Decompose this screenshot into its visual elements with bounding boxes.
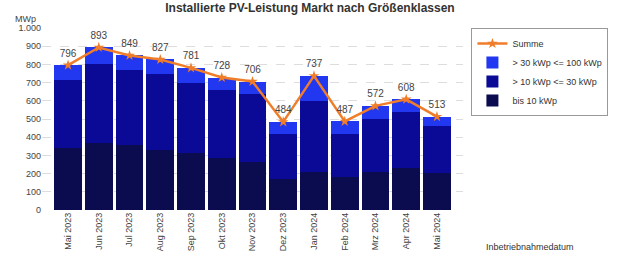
svg-text:Feb 2024: Feb 2024 — [340, 213, 350, 251]
svg-text:900: 900 — [26, 41, 41, 51]
svg-text:737: 737 — [306, 58, 323, 69]
svg-text:781: 781 — [183, 50, 200, 61]
svg-text:Jun 2023: Jun 2023 — [94, 213, 104, 250]
svg-text:Jul 2023: Jul 2023 — [124, 213, 134, 247]
svg-text:bis 10 kWp: bis 10 kWp — [512, 96, 557, 106]
svg-text:> 10 kWp <= 30 kWp: > 10 kWp <= 30 kWp — [512, 77, 596, 87]
svg-text:Nov 2023: Nov 2023 — [247, 213, 257, 252]
svg-text:Summe: Summe — [512, 39, 543, 49]
svg-text:800: 800 — [26, 60, 41, 70]
svg-text:600: 600 — [26, 96, 41, 106]
svg-text:Mai 2024: Mai 2024 — [432, 213, 442, 250]
svg-text:Dez 2023: Dez 2023 — [278, 213, 288, 252]
svg-text:Aug 2023: Aug 2023 — [155, 213, 165, 252]
svg-text:849: 849 — [121, 38, 138, 49]
svg-text:608: 608 — [398, 82, 415, 93]
svg-text:487: 487 — [336, 104, 353, 115]
svg-text:Okt 2023: Okt 2023 — [217, 213, 227, 250]
svg-text:728: 728 — [213, 60, 230, 71]
svg-text:484: 484 — [275, 104, 292, 115]
svg-text:706: 706 — [244, 64, 261, 75]
svg-text:893: 893 — [90, 30, 107, 41]
svg-text:796: 796 — [60, 48, 77, 59]
svg-text:572: 572 — [367, 88, 384, 99]
svg-text:200: 200 — [26, 169, 41, 179]
svg-text:Mai 2023: Mai 2023 — [63, 213, 73, 250]
svg-text:0: 0 — [36, 205, 41, 215]
svg-text:Installierte PV-Leistung Markt: Installierte PV-Leistung Markt nach Größ… — [165, 1, 454, 15]
svg-text:700: 700 — [26, 78, 41, 88]
svg-text:Inbetriebnahmedatum: Inbetriebnahmedatum — [486, 242, 574, 252]
svg-text:513: 513 — [429, 99, 446, 110]
svg-text:Jan 2024: Jan 2024 — [309, 213, 319, 250]
svg-text:Apr 2024: Apr 2024 — [401, 213, 411, 250]
svg-text:827: 827 — [152, 42, 169, 53]
svg-text:500: 500 — [26, 114, 41, 124]
svg-text:100: 100 — [26, 187, 41, 197]
svg-text:MWp: MWp — [15, 14, 36, 24]
svg-text:1.000: 1.000 — [18, 23, 41, 33]
svg-text:Mrz 2024: Mrz 2024 — [370, 213, 380, 251]
svg-text:> 30 kWp <= 100 kWp: > 30 kWp <= 100 kWp — [512, 58, 601, 68]
svg-text:400: 400 — [26, 132, 41, 142]
svg-text:Sep 2023: Sep 2023 — [186, 213, 196, 252]
svg-text:300: 300 — [26, 151, 41, 161]
